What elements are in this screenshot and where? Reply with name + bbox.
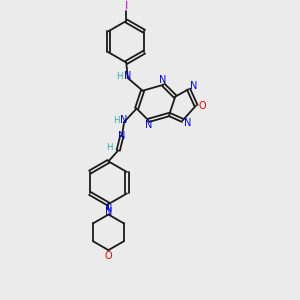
Text: N: N — [124, 71, 131, 82]
Text: N: N — [184, 118, 192, 128]
Text: N: N — [105, 204, 113, 214]
Text: I: I — [124, 1, 128, 10]
Text: N: N — [146, 121, 153, 130]
Text: N: N — [190, 81, 198, 91]
Text: N: N — [105, 206, 112, 217]
Text: N: N — [118, 131, 125, 141]
Text: O: O — [199, 100, 206, 111]
Text: H: H — [106, 143, 112, 152]
Text: H: H — [113, 116, 119, 125]
Text: N: N — [121, 116, 128, 125]
Text: N: N — [159, 75, 166, 85]
Text: H: H — [116, 72, 123, 81]
Text: O: O — [105, 251, 112, 261]
